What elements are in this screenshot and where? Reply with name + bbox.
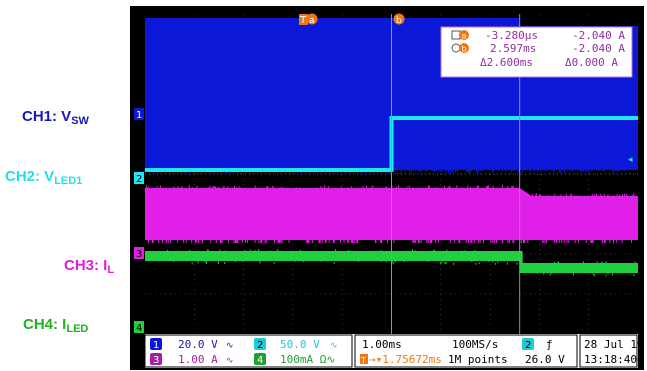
svg-text:4: 4 <box>136 323 142 334</box>
ch2-status-icon[interactable] <box>254 338 266 350</box>
ch4-status-icon[interactable] <box>254 353 266 365</box>
ch3-scale[interactable]: 1.00 A <box>178 353 218 366</box>
timebase-panel <box>354 334 578 368</box>
ch4-side-label: CH4: ILED <box>23 316 89 335</box>
svg-text:2: 2 <box>136 174 142 185</box>
cursor-a-time: -3.280µs <box>485 29 538 42</box>
svg-text:3: 3 <box>153 355 159 366</box>
svg-text:T: T <box>299 15 307 26</box>
svg-text:b: b <box>396 16 402 26</box>
trigger-level[interactable]: 26.0 V <box>525 353 565 366</box>
ch3-noise <box>145 185 635 243</box>
channel-settings-panel <box>144 334 353 368</box>
ch4-band-after <box>519 263 638 273</box>
cursor-b-badge[interactable]: b <box>393 13 405 27</box>
cursor-delta-time: Δ2.600ms <box>480 56 533 69</box>
cursor-b-value: -2.040 A <box>572 42 625 55</box>
svg-text:2: 2 <box>257 340 263 351</box>
date: 28 Jul 19 <box>584 338 644 351</box>
ch1-status-icon[interactable] <box>150 338 162 350</box>
ch2-coupling-icon: ∿ <box>330 341 338 351</box>
svg-text:T: T <box>360 356 366 365</box>
ch1-coupling-icon: ∿ <box>226 341 234 351</box>
cursor-readout: a -3.280µs -2.040 A b 2.597ms -2.040 A Δ… <box>440 26 633 78</box>
ch1-step-gap <box>519 18 638 26</box>
cursor-b-icon <box>459 43 469 53</box>
ch4-scale[interactable]: 100mA Ω∿ <box>280 353 336 366</box>
ch2-marker[interactable]: 2 <box>134 172 144 185</box>
svg-text:2: 2 <box>525 340 531 351</box>
ch1-marker[interactable]: 1 <box>134 108 144 121</box>
svg-text:4: 4 <box>257 355 263 366</box>
ch3-marker[interactable]: 3 <box>134 247 144 260</box>
ch1-scale[interactable]: 20.0 V <box>178 338 218 351</box>
time: 13:18:40 <box>584 353 637 366</box>
trigger-channel-icon[interactable] <box>522 338 534 350</box>
timebase-value[interactable]: 1.00ms <box>362 338 402 351</box>
trigger-position-icon <box>360 354 368 364</box>
cursor-b-time: 2.597ms <box>490 42 536 55</box>
ch2-trigger-arrow: ◂ <box>628 155 633 165</box>
ch2-scale[interactable]: 50.0 V <box>280 338 320 351</box>
ch3-status-icon[interactable] <box>150 353 162 365</box>
cursor-a-value: -2.040 A <box>572 29 625 42</box>
ch3-coupling-icon: ∿ <box>226 356 234 366</box>
cursor-a-icon <box>459 30 469 40</box>
ch4-marker[interactable]: 4 <box>134 321 144 334</box>
record-length[interactable]: 1M points <box>448 353 508 366</box>
ch3-side-label: CH3: IL <box>64 257 115 276</box>
trigger-slope-icon: ƒ <box>546 338 553 351</box>
sample-rate: 100MS/s <box>452 338 498 351</box>
ch1-side-label: CH1: VSW <box>22 108 89 127</box>
svg-text:a: a <box>462 32 467 41</box>
svg-text:a: a <box>309 16 315 26</box>
svg-text:1: 1 <box>153 340 159 351</box>
ch2-side-label: CH2: VLED1 <box>5 168 83 187</box>
svg-text:3: 3 <box>136 249 142 260</box>
trigger-position[interactable]: →▾1.75672ms <box>369 353 442 366</box>
datetime-panel <box>579 334 638 368</box>
status-bar: 1 20.0 V ∿ 2 50.0 V ∿ 3 1.00 A ∿ 4 100mA… <box>144 334 644 368</box>
svg-text:b: b <box>462 45 467 54</box>
cursor-a-badge[interactable]: T a <box>299 13 318 27</box>
svg-text:1: 1 <box>136 110 142 121</box>
ch4-trace <box>144 249 638 277</box>
cursor-delta-value: Δ0.000 A <box>565 56 618 69</box>
ch4-band-before <box>145 251 520 261</box>
